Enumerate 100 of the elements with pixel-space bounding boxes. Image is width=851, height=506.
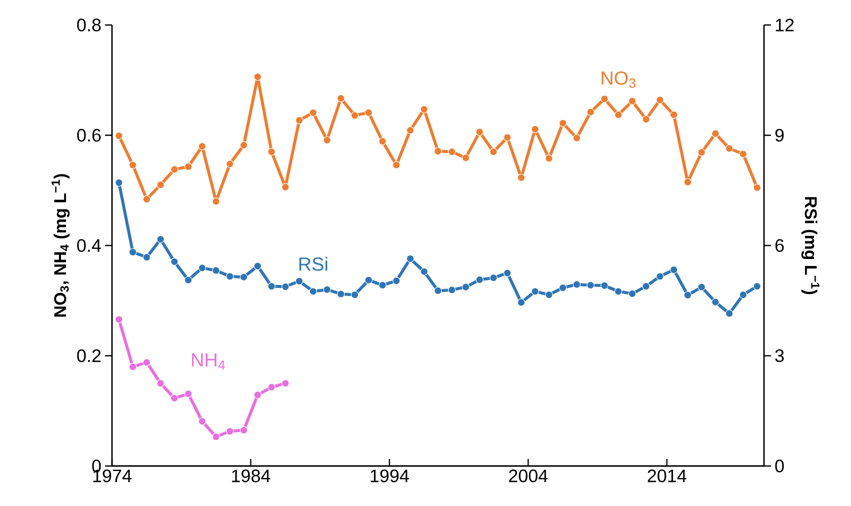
point: [517, 298, 526, 306]
point: [753, 184, 761, 192]
point: [628, 97, 636, 105]
point: [282, 282, 290, 291]
point: [406, 126, 414, 134]
point: [254, 72, 262, 81]
point: [268, 383, 276, 392]
point: [254, 390, 262, 399]
point: [226, 427, 234, 436]
point: [739, 290, 748, 299]
point: [226, 272, 234, 280]
point: [614, 110, 622, 119]
point: [586, 108, 594, 116]
point: [656, 272, 664, 280]
x-tick-label: 2014: [648, 470, 686, 482]
point: [517, 174, 526, 182]
point: [753, 282, 761, 290]
point: [323, 136, 331, 144]
series-label: NH$_{4}$: [192, 353, 225, 370]
y2-tick-label: 3: [775, 349, 784, 362]
point: [420, 268, 428, 276]
point: [725, 144, 734, 152]
point: [725, 310, 734, 318]
point: [142, 253, 151, 262]
point: [254, 262, 262, 270]
point: [184, 390, 192, 398]
point: [378, 137, 386, 146]
point: [364, 276, 373, 284]
point: [406, 254, 414, 263]
point: [434, 286, 442, 295]
point: [392, 161, 400, 169]
point: [490, 274, 498, 282]
point: [115, 132, 123, 140]
point: [336, 94, 345, 102]
point: [295, 277, 304, 286]
point: [170, 394, 178, 402]
point: [420, 105, 428, 114]
point: [462, 283, 470, 291]
point: [240, 273, 248, 282]
point: [476, 276, 484, 284]
point: [531, 125, 540, 134]
point: [448, 148, 456, 156]
point: [642, 282, 650, 290]
point: [531, 288, 540, 296]
y-axis-title: NO$_{3}$, NH$_{4}$ (mg L$^{−1}$): [52, 174, 70, 317]
point: [434, 147, 442, 156]
point: [586, 281, 595, 290]
point: [670, 266, 678, 274]
point: [323, 286, 331, 294]
point: [170, 258, 178, 266]
x-tick-label: 1984: [232, 470, 270, 482]
point: [240, 141, 248, 150]
point: [156, 235, 164, 244]
point: [628, 290, 636, 298]
point: [712, 298, 720, 306]
y-tick-label: 0.6: [77, 128, 101, 142]
point: [462, 154, 470, 162]
series-label: NO$_{3}$: [602, 71, 636, 88]
x-tick-label: 2004: [509, 470, 548, 482]
point: [378, 281, 386, 290]
point: [170, 166, 178, 174]
point: [309, 288, 318, 296]
point: [156, 379, 164, 388]
point: [184, 276, 192, 284]
point: [684, 291, 692, 300]
y-tick-label: 0.8: [77, 18, 101, 32]
point: [572, 134, 581, 142]
point: [392, 276, 400, 285]
point: [600, 282, 608, 290]
y2-tick-label: 0: [775, 460, 784, 472]
point: [142, 358, 151, 366]
point: [198, 264, 206, 272]
point: [614, 288, 622, 296]
point: [142, 195, 151, 204]
y2-tick-label: 6: [775, 239, 784, 252]
point: [712, 130, 720, 138]
y-tick-label: 0.4: [77, 239, 101, 252]
point: [656, 96, 664, 104]
point: [364, 108, 373, 117]
point: [212, 266, 220, 274]
point: [350, 112, 359, 120]
point: [558, 119, 567, 128]
x-tick-label: 1994: [370, 470, 409, 482]
point: [115, 178, 123, 187]
y2-axis-title: RSi (mg L$^{−1}$): [801, 197, 820, 294]
point: [545, 290, 553, 299]
point: [156, 180, 164, 189]
point: [558, 284, 567, 292]
point: [268, 148, 276, 156]
point: [198, 417, 206, 426]
point: [545, 154, 553, 162]
point: [282, 183, 290, 191]
point: [115, 315, 123, 324]
point: [128, 362, 137, 371]
point: [350, 290, 359, 299]
y2-tick-label: 9: [775, 128, 784, 142]
point: [128, 248, 137, 256]
point: [739, 150, 748, 158]
point: [295, 116, 304, 124]
point: [698, 283, 706, 291]
